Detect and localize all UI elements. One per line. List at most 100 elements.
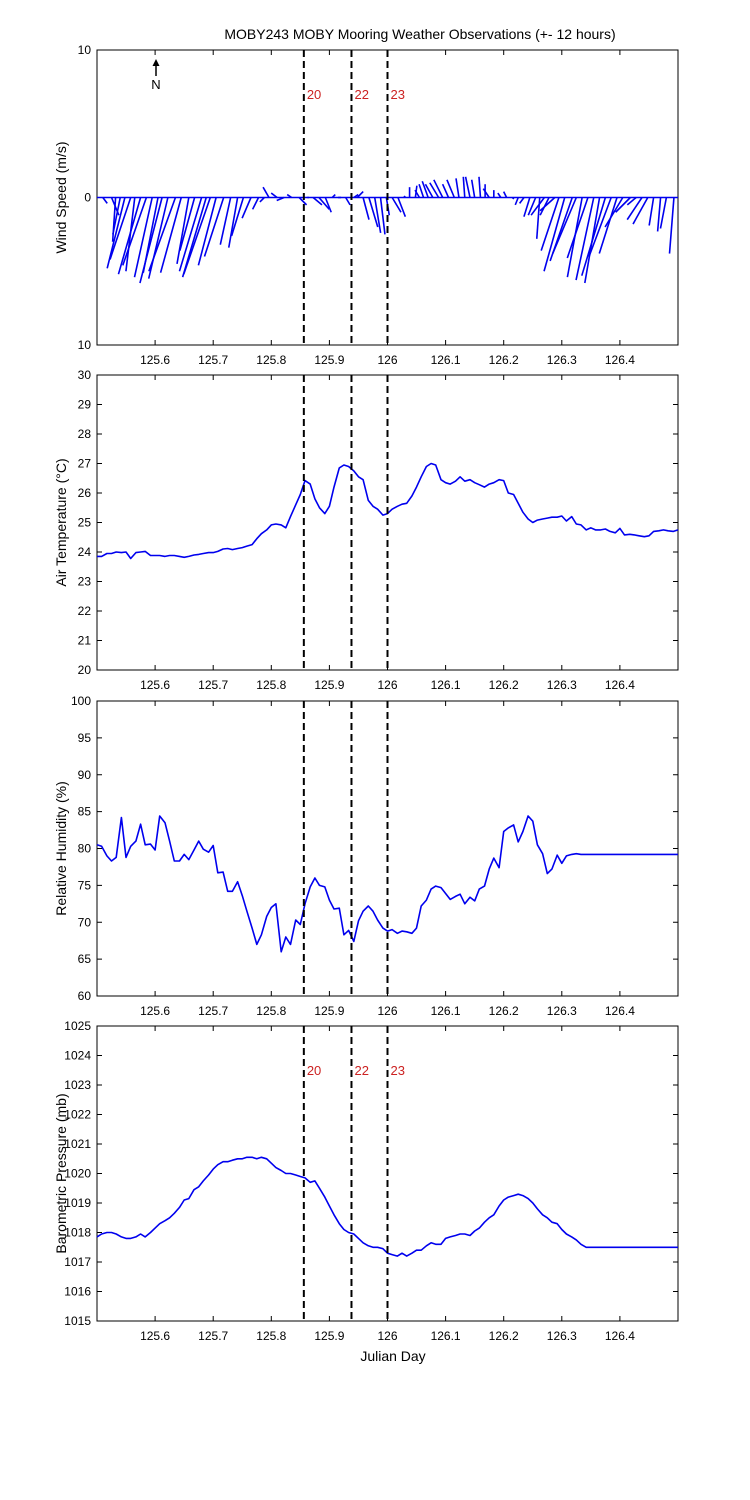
wind-vector [230, 197, 245, 237]
wind-vector [543, 197, 566, 272]
north-arrow-head-icon [152, 59, 160, 66]
wind-vector [102, 197, 108, 204]
wind-vector [575, 197, 595, 281]
wind-vector [668, 197, 675, 254]
wind-vector [581, 197, 607, 276]
wind-vector [331, 193, 336, 199]
x-tick-label: 125.9 [314, 1004, 344, 1018]
x-tick-label: 125.8 [256, 1329, 286, 1343]
x-tick-label: 126.1 [431, 353, 461, 367]
x-tick-label: 126.1 [431, 678, 461, 692]
y-tick-label: 22 [78, 604, 92, 618]
y-tick-label: 1022 [64, 1108, 91, 1122]
x-tick-label: 126 [377, 678, 397, 692]
x-tick-label: 126.3 [547, 678, 577, 692]
air-temperature-panel: 125.6 125.7 125.8 125.9 126 126.1 126.2 126.3 12… [53, 368, 679, 692]
wind-vector [139, 197, 163, 284]
x-tick-label: 126.3 [547, 1329, 577, 1343]
x-tick-label: 125.8 [256, 678, 286, 692]
y-tick-label: 1016 [64, 1285, 91, 1299]
wind-vector [262, 186, 270, 198]
wind-vector [478, 176, 482, 198]
wind-vector [497, 192, 502, 198]
wind-vector [106, 197, 126, 269]
wind-vector [424, 183, 434, 198]
x-tick-label: 125.6 [140, 353, 170, 367]
wind-vector [391, 197, 402, 213]
x-tick-label: 125.9 [314, 1329, 344, 1343]
wind-vector [502, 191, 508, 198]
x-tick-label: 126.4 [605, 353, 635, 367]
y-tick-label: 1024 [64, 1049, 91, 1063]
wind-vector [530, 197, 546, 216]
x-tick-label: 126 [377, 1329, 397, 1343]
y-axis-label: Air Temperature (°C) [53, 458, 69, 586]
wind-vector [379, 197, 386, 235]
wind-vector [112, 197, 122, 235]
y-tick-label: 90 [78, 768, 92, 782]
wind-vector [403, 195, 406, 199]
wind-vector [604, 197, 624, 228]
y-axis-label: Barometric Pressure (mb) [53, 1093, 69, 1253]
wind-vector [122, 197, 148, 266]
x-tick-label: 126.3 [547, 1004, 577, 1018]
y-tick-label: 10 [78, 338, 92, 352]
wind-vector [598, 197, 618, 254]
figure-title: MOBY243 MOBY Mooring Weather Observation… [224, 26, 615, 42]
wind-vector [656, 197, 662, 232]
y-tick-label: 60 [78, 989, 92, 1003]
wind-vector [356, 191, 364, 199]
y-tick-label: 1023 [64, 1078, 91, 1092]
x-tick-label: 126.3 [547, 353, 577, 367]
series-line [96, 815, 678, 953]
wind-vector [433, 179, 444, 198]
x-tick-label: 126.2 [489, 353, 519, 367]
wind-vector [159, 197, 183, 273]
marker-label: 23 [391, 1063, 405, 1078]
y-tick-label: 75 [78, 878, 92, 892]
y-tick-label: 21 [78, 634, 92, 648]
wind-vector [397, 197, 407, 217]
wind-vector [251, 197, 260, 210]
wind-vector [133, 197, 153, 278]
y-tick-label: 1015 [64, 1314, 91, 1328]
x-tick-label: 126.2 [489, 1004, 519, 1018]
y-tick-label: 1019 [64, 1196, 91, 1210]
wind-vector [219, 197, 232, 245]
wind-vector [241, 197, 252, 219]
y-tick-label: 65 [78, 952, 92, 966]
y-tick-label: 95 [78, 731, 92, 745]
wind-vector [362, 197, 370, 220]
x-tick-label: 125.6 [140, 1004, 170, 1018]
wind-vector [648, 197, 655, 226]
wind-vector [344, 197, 351, 206]
wind-vector [455, 178, 460, 198]
y-tick-label: 0 [84, 191, 91, 205]
x-tick-label: 126 [377, 1004, 397, 1018]
x-axis-label: Julian Day [360, 1348, 425, 1364]
wind-vector [511, 196, 515, 200]
wind-vector [514, 197, 519, 206]
y-axis-label: Wind Speed (m/s) [53, 141, 69, 253]
marker-label: 22 [354, 1063, 368, 1078]
wind-vector [414, 189, 421, 198]
marker-label: 22 [354, 87, 368, 102]
y-tick-label: 1018 [64, 1226, 91, 1240]
north-label: N [151, 77, 160, 92]
wind-vector [462, 176, 466, 198]
y-tick-label: 27 [78, 457, 92, 471]
x-tick-label: 126.4 [605, 1004, 635, 1018]
wind-vector [182, 197, 212, 275]
y-tick-label: 70 [78, 915, 92, 929]
x-tick-label: 125.7 [198, 1329, 228, 1343]
y-tick-label: 80 [78, 842, 92, 856]
marker-label: 20 [307, 1063, 321, 1078]
wind-vector [298, 196, 308, 206]
wind-vector [197, 197, 217, 266]
marker-label: 20 [307, 87, 321, 102]
x-tick-label: 126.2 [489, 1329, 519, 1343]
wind-vector [318, 196, 330, 210]
y-tick-label: 20 [78, 663, 92, 677]
y-tick-label: 24 [78, 545, 92, 559]
x-tick-label: 125.7 [198, 678, 228, 692]
